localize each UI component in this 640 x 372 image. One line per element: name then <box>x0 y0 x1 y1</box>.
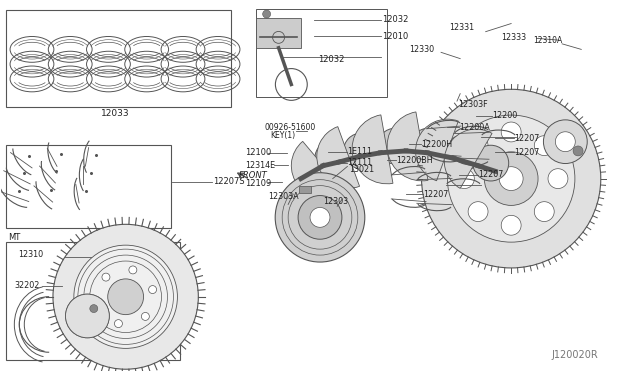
Text: 12314E: 12314E <box>245 161 275 170</box>
Text: 12303A: 12303A <box>268 192 298 201</box>
Text: 12207: 12207 <box>478 170 504 179</box>
Text: 12310: 12310 <box>18 250 43 259</box>
Text: 12310A: 12310A <box>534 36 563 45</box>
Circle shape <box>445 135 481 171</box>
Circle shape <box>298 196 342 239</box>
Text: 12200H: 12200H <box>420 140 452 149</box>
Bar <box>6 10 231 107</box>
Text: 12303F: 12303F <box>458 100 488 109</box>
Text: 12330: 12330 <box>409 45 435 54</box>
Text: 12109: 12109 <box>245 179 271 187</box>
Text: 12032: 12032 <box>318 55 344 64</box>
Circle shape <box>310 208 330 227</box>
Text: 1E111: 1E111 <box>348 147 372 156</box>
Circle shape <box>556 132 575 152</box>
Circle shape <box>74 245 177 349</box>
Circle shape <box>543 120 588 164</box>
Circle shape <box>108 279 143 315</box>
Circle shape <box>499 167 523 190</box>
Circle shape <box>410 128 446 164</box>
Bar <box>256 18 301 48</box>
Text: 12207S: 12207S <box>213 177 244 186</box>
Circle shape <box>484 152 538 205</box>
Circle shape <box>129 266 137 274</box>
Circle shape <box>377 128 413 164</box>
Wedge shape <box>317 126 360 188</box>
Text: 12032: 12032 <box>382 15 408 24</box>
Text: 12200A: 12200A <box>459 123 490 132</box>
Text: 00926-51600: 00926-51600 <box>264 123 316 132</box>
Text: 12333: 12333 <box>502 33 527 42</box>
Wedge shape <box>387 112 428 181</box>
Text: 12200BH: 12200BH <box>396 156 433 166</box>
Wedge shape <box>415 119 458 181</box>
Circle shape <box>501 122 521 142</box>
Circle shape <box>95 300 102 308</box>
Circle shape <box>315 141 351 176</box>
Circle shape <box>90 305 98 312</box>
Text: 12207: 12207 <box>515 134 540 142</box>
Circle shape <box>468 136 488 155</box>
Circle shape <box>102 273 110 281</box>
Circle shape <box>534 202 554 222</box>
Circle shape <box>141 312 149 320</box>
Text: 12207: 12207 <box>423 190 449 199</box>
Circle shape <box>115 320 122 328</box>
Bar <box>6 242 180 359</box>
Circle shape <box>473 145 509 181</box>
Circle shape <box>422 89 601 268</box>
Circle shape <box>447 115 575 242</box>
Circle shape <box>53 224 198 369</box>
Text: 12100: 12100 <box>245 148 271 157</box>
Bar <box>299 186 311 193</box>
Circle shape <box>573 146 583 156</box>
Text: 32202: 32202 <box>14 281 40 290</box>
Circle shape <box>65 294 109 338</box>
Text: 12331: 12331 <box>449 23 474 32</box>
Text: FRONT: FRONT <box>239 171 268 180</box>
Text: 12111: 12111 <box>348 158 372 167</box>
Text: 12303: 12303 <box>323 197 348 206</box>
Text: 12033: 12033 <box>100 109 129 118</box>
Circle shape <box>454 169 474 189</box>
Text: MT: MT <box>8 233 20 242</box>
Text: 12200: 12200 <box>492 111 517 121</box>
Circle shape <box>148 286 157 294</box>
Wedge shape <box>291 141 344 198</box>
Wedge shape <box>444 129 492 188</box>
Circle shape <box>548 169 568 189</box>
Circle shape <box>468 202 488 222</box>
Circle shape <box>501 215 521 235</box>
Text: J120020R: J120020R <box>551 350 598 360</box>
Bar <box>6 145 171 228</box>
Text: KEY(1): KEY(1) <box>270 131 296 140</box>
Bar <box>256 9 387 97</box>
Circle shape <box>344 133 380 169</box>
Circle shape <box>262 10 271 18</box>
Wedge shape <box>352 115 393 184</box>
Circle shape <box>275 173 365 262</box>
Text: 12010: 12010 <box>382 32 408 41</box>
Circle shape <box>534 136 554 155</box>
Text: 12207: 12207 <box>515 148 540 157</box>
Text: 13021: 13021 <box>349 165 374 174</box>
